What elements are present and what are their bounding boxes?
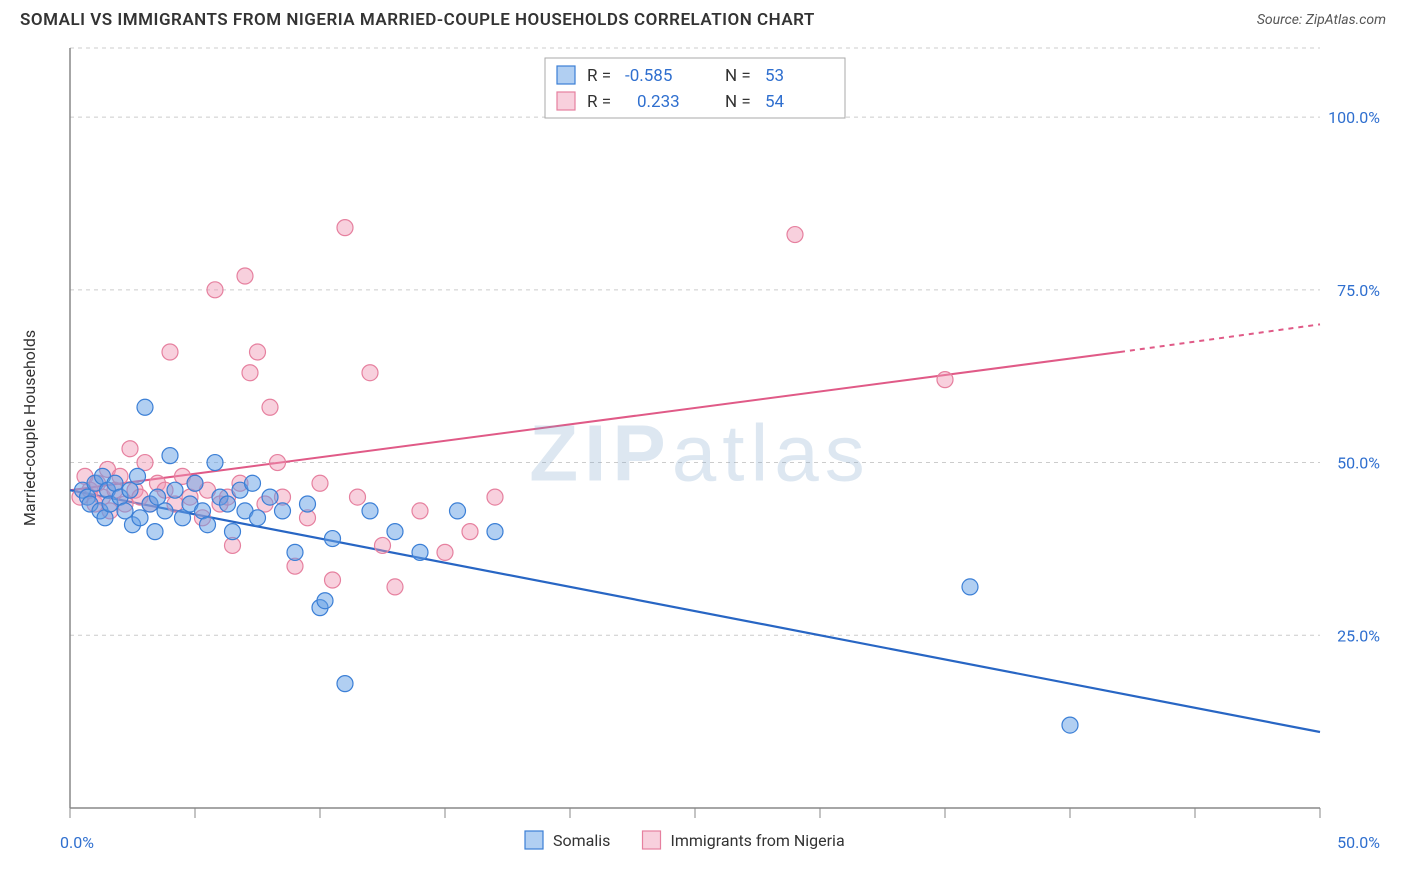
scatter-point-pink [412,503,428,519]
bottom-swatch [643,831,661,849]
trendline-pink [70,352,1120,490]
legend-R-pink: 0.233 [637,92,680,112]
scatter-point-pink [487,489,503,505]
scatter-point-blue [162,448,178,464]
scatter-point-blue [387,524,403,540]
bottom-swatch [525,831,543,849]
scatter-point-blue [325,531,341,547]
scatter-point-blue [317,593,333,609]
scatter-point-blue [300,496,316,512]
scatter-point-pink [375,537,391,553]
scatter-point-pink [270,455,286,471]
chart-container: ZIPatlas 25.0%50.0%75.0%100.0%0.0%50.0%M… [10,38,1390,878]
scatter-point-blue [337,676,353,692]
scatter-point-pink [337,220,353,236]
y-tick-label: 100.0% [1328,108,1380,127]
y-tick-label: 75.0% [1337,281,1380,300]
scatter-point-blue [245,475,261,491]
scatter-chart: 25.0% 50.0% 75.0% 100.0% 0.0% 50.0% Married-co… [10,38,1390,878]
scatter-point-blue [187,475,203,491]
scatter-point-blue [262,489,278,505]
scatter-point-blue [200,517,216,533]
scatter-point-pink [362,365,378,381]
scatter-point-pink [937,372,953,388]
scatter-point-blue [137,399,153,415]
scatter-point-pink [312,475,328,491]
trendline-pink-dash [1120,324,1320,352]
scatter-point-pink [462,524,478,540]
scatter-point-blue [225,524,241,540]
swatch-blue [557,66,575,84]
bottom-legend-label: Immigrants from Nigeria [671,831,845,850]
scatter-point-pink [387,579,403,595]
scatter-point-blue [157,503,173,519]
chart-title: SOMALI VS IMMIGRANTS FROM NIGERIA MARRIE… [20,10,815,30]
scatter-point-blue [130,468,146,484]
legend-N-blue: 53 [765,66,784,86]
scatter-point-blue [132,510,148,526]
chart-header: SOMALI VS IMMIGRANTS FROM NIGERIA MARRIE… [10,10,1396,38]
legend-N-label: N = [725,66,751,86]
scatter-point-blue [1062,717,1078,733]
scatter-point-blue [962,579,978,595]
scatter-point-pink [207,282,223,298]
y-tick-label: 25.0% [1337,626,1380,645]
scatter-point-blue [362,503,378,519]
scatter-point-pink [325,572,341,588]
scatter-point-blue [147,524,163,540]
scatter-point-blue [167,482,183,498]
scatter-point-pink [242,365,258,381]
x-max-label: 50.0% [1337,833,1380,852]
scatter-point-pink [162,344,178,360]
y-tick-label: 50.0% [1337,454,1380,473]
scatter-point-blue [487,524,503,540]
legend-N-pink: 54 [765,92,785,112]
scatter-point-pink [787,227,803,243]
y-axis-title: Married-couple Households [20,330,39,526]
scatter-point-blue [275,503,291,519]
legend-N-label2: N = [725,92,751,112]
scatter-point-pink [237,268,253,284]
scatter-point-pink [262,399,278,415]
scatter-point-blue [220,496,236,512]
source-name: ZipAtlas.com [1306,12,1386,28]
x-min-label: 0.0% [60,833,94,852]
scatter-point-pink [122,441,138,457]
scatter-point-blue [450,503,466,519]
scatter-point-blue [287,544,303,560]
scatter-point-blue [412,544,428,560]
legend-R-blue: -0.585 [625,66,672,86]
scatter-point-blue [250,510,266,526]
scatter-point-pink [250,344,266,360]
legend-R-label2: R = [587,92,611,112]
bottom-legend-label: Somalis [553,831,610,850]
chart-source: Source: ZipAtlas.com [1257,12,1386,28]
scatter-point-pink [437,544,453,560]
source-label: Source: [1257,12,1302,28]
legend-R-label: R = [587,66,611,86]
trendline-blue [70,490,1320,732]
scatter-point-pink [350,489,366,505]
scatter-point-blue [207,455,223,471]
swatch-pink [557,92,575,110]
